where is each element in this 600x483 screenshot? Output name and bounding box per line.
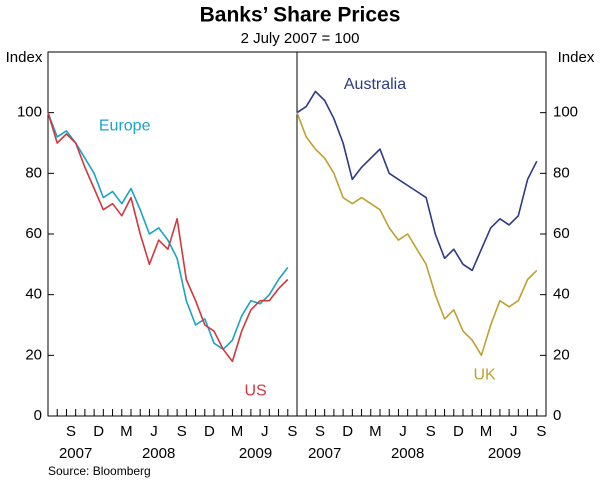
x-tick-label: D: [204, 423, 215, 440]
series-label: US: [244, 383, 266, 400]
y-tick-label: 80: [25, 164, 42, 181]
y-tick-label: 60: [25, 225, 42, 242]
x-tick-label: S: [287, 423, 297, 440]
x-tick-label: S: [315, 423, 325, 440]
x-tick-label: M: [480, 423, 493, 440]
x-tick-label: J: [150, 423, 158, 440]
y-tick-label: 20: [553, 346, 570, 363]
year-label: 2007: [59, 445, 92, 462]
chart-title: Banks’ Share Prices: [200, 4, 401, 27]
y-tick-label: 20: [25, 346, 42, 363]
x-tick-label: S: [177, 423, 187, 440]
y-tick-label: 60: [553, 225, 570, 242]
source: Source: Bloomberg: [48, 464, 151, 478]
x-tick-label: D: [342, 423, 353, 440]
series-line: [296, 90, 538, 272]
series-line: [296, 112, 538, 357]
x-tick-label: M: [120, 423, 133, 440]
year-label: 2008: [142, 445, 175, 462]
y-tick-label: 0: [553, 407, 561, 424]
x-tick-label: M: [231, 423, 244, 440]
x-tick-label: D: [93, 423, 104, 440]
y-tick-label: 80: [553, 164, 570, 181]
y-tick-label: 40: [25, 286, 42, 303]
x-tick-label: S: [536, 423, 546, 440]
y-tick-label: 100: [553, 104, 578, 121]
x-tick-label: S: [66, 423, 76, 440]
series-label: Australia: [344, 76, 406, 93]
y-tick-label: 40: [553, 286, 570, 303]
x-tick-label: J: [399, 423, 407, 440]
year-label: 2008: [391, 445, 424, 462]
year-label: 2007: [308, 445, 341, 462]
y-axis-label: Index: [6, 49, 43, 66]
year-label: 2009: [239, 445, 272, 462]
x-tick-label: J: [261, 423, 269, 440]
y-axis-label: Index: [558, 49, 595, 66]
series-line: [47, 112, 289, 363]
x-tick-label: D: [453, 423, 464, 440]
chart-subtitle: 2 July 2007 = 100: [241, 30, 360, 47]
y-tick-label: 0: [34, 407, 42, 424]
y-tick-label: 100: [17, 104, 42, 121]
x-tick-label: J: [510, 423, 518, 440]
series-label: UK: [473, 367, 496, 384]
year-label: 2009: [488, 445, 521, 462]
x-tick-label: M: [369, 423, 382, 440]
series-label: Europe: [99, 117, 151, 134]
series-line: [47, 112, 289, 351]
x-tick-label: S: [426, 423, 436, 440]
